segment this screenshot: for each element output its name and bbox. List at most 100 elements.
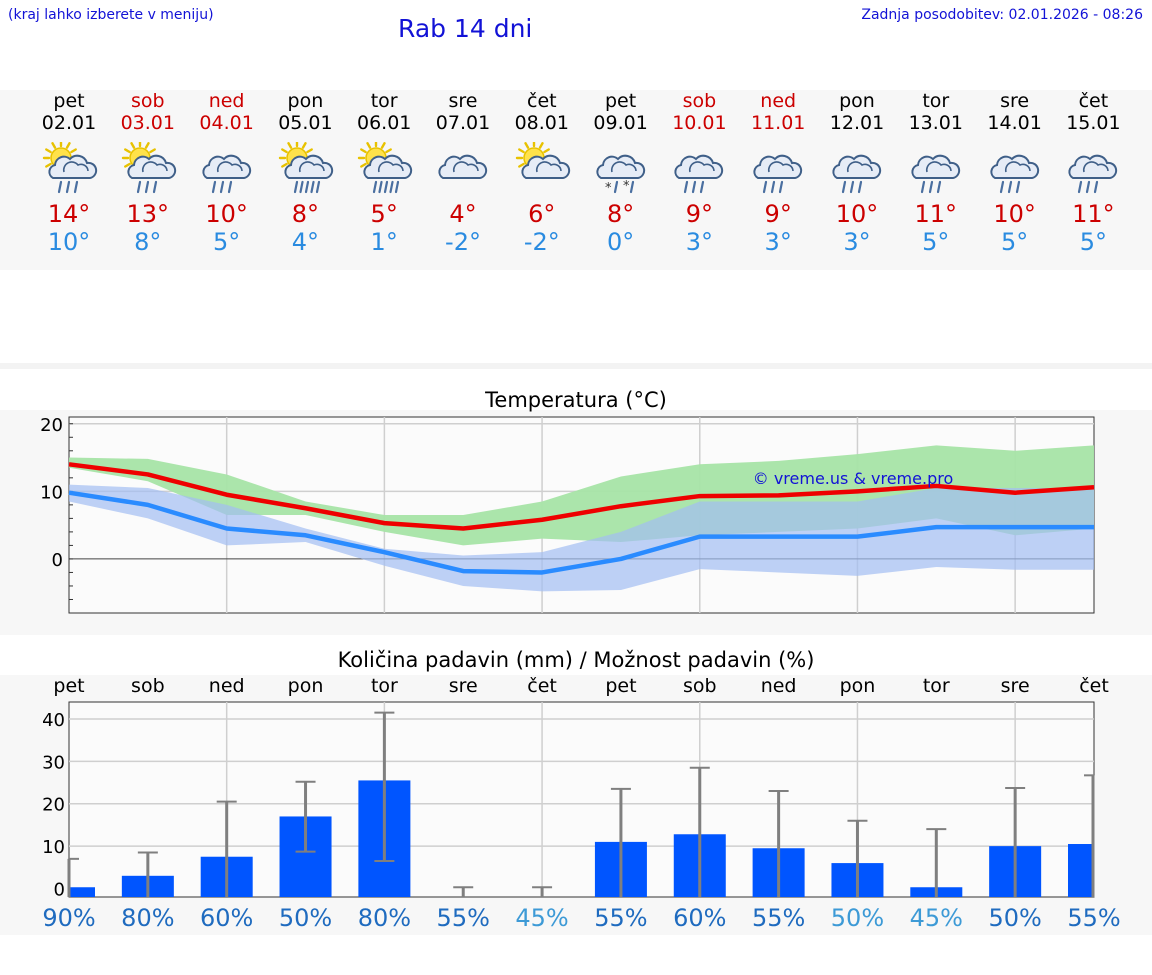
max-temp: 10° xyxy=(205,200,248,228)
y-tick-label: 30 xyxy=(42,752,65,773)
rain-drop xyxy=(305,180,310,194)
day-name: ned xyxy=(208,90,245,112)
precip-bar xyxy=(1068,844,1094,897)
day-column: sre 14.01 10° 5° xyxy=(976,90,1054,256)
sun-ray xyxy=(538,142,544,149)
cloud-shape xyxy=(363,154,413,179)
rain-drop xyxy=(395,180,400,194)
rain-drop xyxy=(219,180,224,194)
rain-drop xyxy=(57,180,63,194)
day-column: pet 02.01 14° 10° xyxy=(30,90,108,256)
page-title: Rab 14 dni xyxy=(398,14,533,43)
x-day-label: tor xyxy=(923,675,950,697)
precip-probability: 60% xyxy=(673,904,726,932)
min-temp: 5° xyxy=(922,228,950,256)
rain-drop xyxy=(384,180,389,194)
day-name: pon xyxy=(287,90,324,112)
day-name: sre xyxy=(1000,90,1030,112)
max-temp: 11° xyxy=(914,200,958,228)
cloud-shape xyxy=(284,154,334,179)
min-temp: 4° xyxy=(291,228,320,256)
rain-drop xyxy=(373,180,378,194)
sun-ray xyxy=(385,148,393,154)
sun-cloud-heavy-rain-icon xyxy=(357,142,413,194)
rain-drop xyxy=(841,180,847,194)
cloud-body xyxy=(1068,154,1118,179)
precip-probability: 45% xyxy=(910,904,963,932)
day-date: 06.01 xyxy=(356,112,412,134)
min-temp: 3° xyxy=(764,228,792,256)
day-name: tor xyxy=(922,90,950,112)
region-hint: (kraj lahko izberete v meniju) xyxy=(8,7,214,23)
day-date: 02.01 xyxy=(41,112,97,134)
sun-ray xyxy=(123,162,131,168)
cloud-body xyxy=(438,154,488,179)
sun-cloud-rain-icon xyxy=(121,142,176,194)
cloud-body xyxy=(48,154,98,179)
rain-drop xyxy=(1015,180,1020,194)
y-tick-label: 20 xyxy=(42,795,65,816)
day-column: ned 11.01 9° 3° xyxy=(739,90,817,256)
rain-drop xyxy=(152,180,157,194)
precip-probability: 90% xyxy=(42,904,95,932)
snow-flake: * xyxy=(623,179,630,194)
day-column: sre 07.01 4° -2° xyxy=(424,90,502,256)
rain-drop xyxy=(920,180,925,194)
day-name: sob xyxy=(682,90,717,112)
sun-ray xyxy=(517,162,525,168)
max-temp-line xyxy=(68,462,1095,531)
watermark: © vreme.us & vreme.pro xyxy=(753,469,954,488)
day-name: pon xyxy=(839,90,875,112)
x-day-label: pon xyxy=(288,675,324,697)
rain-drop xyxy=(692,180,697,194)
cloud-body xyxy=(832,154,882,179)
sun-cloud-icon xyxy=(515,142,570,179)
cloud-body xyxy=(911,154,960,179)
cloud-shape xyxy=(674,154,724,179)
cloud-shape xyxy=(911,154,960,179)
rain-drop xyxy=(999,180,1004,194)
y-tick-label: 10 xyxy=(42,837,65,858)
day-date: 11.01 xyxy=(750,112,806,134)
cloud-body xyxy=(521,154,570,179)
x-day-label: pon xyxy=(840,675,876,697)
precipitation-chart: 0 10 20 30 40 pet 90% sob 80% ned 60% pon 50% tor 80% s… xyxy=(42,675,1121,932)
sun-ray xyxy=(70,148,77,154)
min-temp: 0° xyxy=(606,228,635,256)
rain-drop xyxy=(1086,180,1091,194)
cloud-fold xyxy=(1004,161,1031,173)
day-name: ned xyxy=(760,90,797,112)
max-temp: 13° xyxy=(126,200,170,228)
rain-drop xyxy=(684,180,689,194)
y-tick-label: 0 xyxy=(54,880,65,901)
sun-ray xyxy=(148,148,156,154)
day-name: pet xyxy=(604,90,637,112)
x-day-label: sre xyxy=(449,675,478,697)
day-date: 15.01 xyxy=(1066,112,1121,134)
cloud-shape xyxy=(127,154,176,179)
sun-ray xyxy=(302,142,308,149)
day-column: čet 15.01 11° 5° xyxy=(1054,90,1132,256)
precip-probability: 55% xyxy=(1067,904,1120,932)
sun-ray xyxy=(380,142,386,149)
day-name: sre xyxy=(448,90,478,112)
cloud-shape xyxy=(1068,154,1118,179)
rain-drop xyxy=(936,180,941,194)
day-date: 05.01 xyxy=(278,112,333,134)
cloud-shape xyxy=(438,154,488,179)
x-day-label: pet xyxy=(53,675,84,697)
sun-ray xyxy=(366,142,372,149)
temperature-chart: 0 10 20 © vreme.us & vreme.pro xyxy=(40,415,1095,614)
day-name: sob xyxy=(131,90,165,112)
sun-ray xyxy=(281,148,289,154)
day-date: 09.01 xyxy=(593,112,648,134)
precip-probability: 50% xyxy=(279,904,332,932)
cloud-shape xyxy=(832,154,882,179)
cloud-body xyxy=(284,154,334,179)
precip-probability: 55% xyxy=(594,904,647,932)
min-temp: 3° xyxy=(685,228,714,256)
rain-drop xyxy=(316,180,321,194)
max-temp: 14° xyxy=(47,200,91,228)
sun-cloud-heavy-rain-icon xyxy=(279,142,334,194)
cloud-sleet-icon: * * xyxy=(596,154,645,196)
